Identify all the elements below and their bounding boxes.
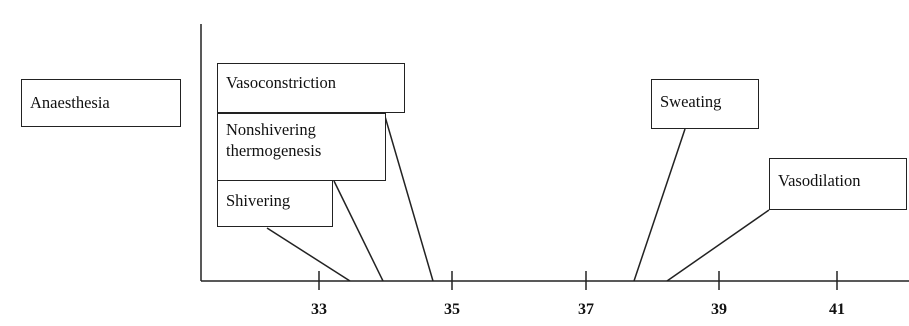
sweating-label: Sweating (660, 92, 722, 111)
nonshivering-label-line2: thermogenesis (226, 141, 322, 160)
anaesthesia-label: Anaesthesia (30, 93, 110, 112)
tick-label-39: 39 (711, 301, 727, 318)
shivering-connector (266, 227, 351, 282)
shivering-box: Shivering (217, 180, 333, 227)
vasoconstriction-box: Vasoconstriction (217, 63, 405, 113)
vasoconstriction-connector (383, 112, 434, 282)
nonshivering-connector (333, 180, 384, 282)
anaesthesia-box: Anaesthesia (21, 79, 181, 127)
sweating-connector (633, 128, 686, 282)
vasoconstriction-label: Vasoconstriction (226, 73, 336, 92)
tick-label-37: 37 (578, 301, 594, 318)
tick-label-35: 35 (444, 301, 460, 318)
nonshivering-thermogenesis-box: Nonshivering thermogenesis (217, 113, 386, 181)
shivering-label: Shivering (226, 191, 291, 210)
tick-label-41: 41 (829, 301, 845, 318)
sweating-box: Sweating (651, 79, 759, 129)
vasodilation-box: Vasodilation (769, 158, 907, 210)
vasodilation-label: Vasodilation (778, 171, 861, 190)
vasodilation-connector (666, 209, 770, 282)
tick-label-33: 33 (311, 301, 327, 318)
nonshivering-label-line1: Nonshivering (226, 120, 316, 139)
